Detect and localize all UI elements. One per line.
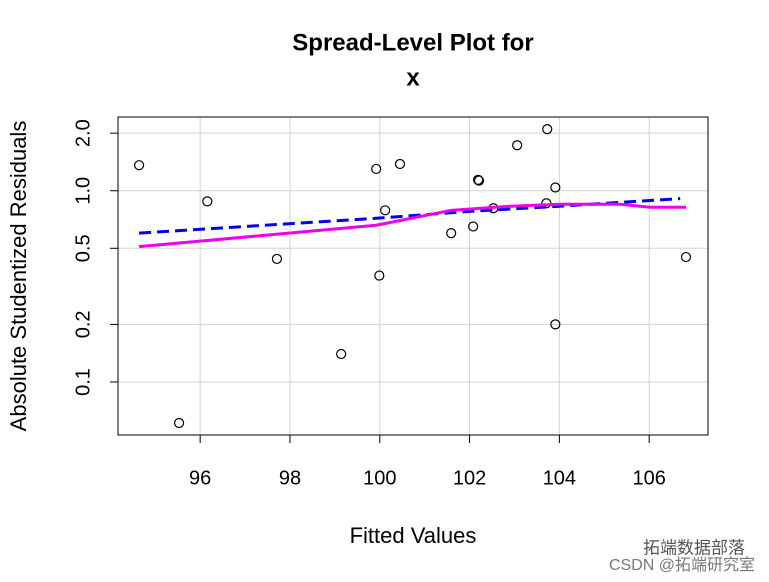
point <box>550 182 561 193</box>
point <box>374 270 385 281</box>
y-tick-label: 1.0 <box>72 177 94 205</box>
point <box>550 319 561 330</box>
point <box>680 251 692 263</box>
point <box>371 163 382 175</box>
y-tick-label: 0.1 <box>72 368 94 396</box>
x-axis-label: Fitted Values <box>350 523 477 548</box>
point <box>336 348 347 360</box>
point <box>446 228 457 239</box>
x-tick-label: 98 <box>279 467 301 489</box>
point <box>542 124 553 135</box>
watermark: 拓端数据部落 <box>643 538 745 557</box>
point <box>468 221 479 232</box>
chart-subtitle: x <box>406 64 420 91</box>
point <box>271 253 283 265</box>
point <box>473 174 484 185</box>
x-tick-label: 106 <box>632 467 665 489</box>
y-tick-label: 2.0 <box>72 119 94 147</box>
point <box>134 160 145 171</box>
watermark: CSDN @拓端研究室 <box>609 556 755 574</box>
chart-title: Spread-Level Plot for <box>292 29 533 56</box>
x-tick-label: 102 <box>453 467 486 489</box>
point <box>512 140 523 151</box>
point <box>173 417 185 429</box>
x-tick-label: 100 <box>363 467 396 489</box>
line <box>138 202 686 249</box>
y-axis-label: Absolute Studentized Residuals <box>6 121 31 432</box>
point <box>473 175 485 186</box>
y-tick-label: 0.2 <box>72 310 94 338</box>
x-tick-label: 96 <box>189 467 211 489</box>
plot-frame <box>117 116 709 436</box>
y-tick-label: 0.5 <box>72 234 94 262</box>
point <box>380 205 391 216</box>
point <box>394 158 406 170</box>
x-tick-label: 104 <box>543 467 576 489</box>
point <box>202 196 213 207</box>
